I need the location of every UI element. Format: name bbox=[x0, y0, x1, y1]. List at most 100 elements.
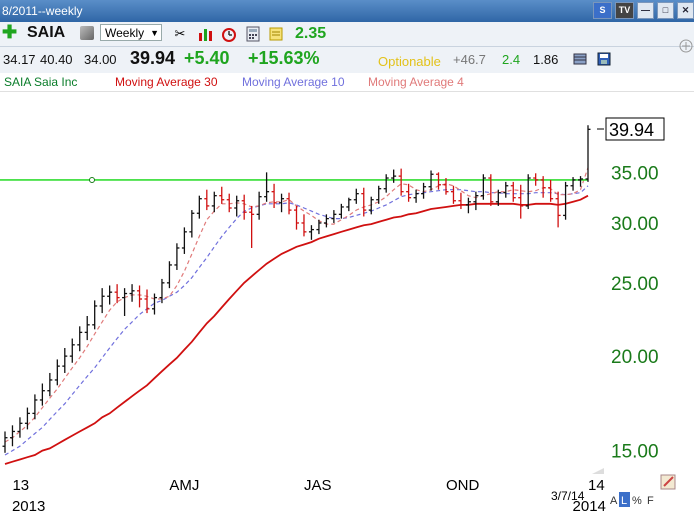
ohlc-bar bbox=[114, 284, 120, 304]
ohlc-bar bbox=[316, 219, 322, 235]
ohlc-bar bbox=[421, 182, 427, 199]
ohlc-bar bbox=[294, 205, 299, 230]
line-ma30 bbox=[4, 194, 589, 465]
quote-high: 40.40 bbox=[40, 52, 73, 67]
ohlc-bar bbox=[2, 431, 8, 453]
database-icon[interactable] bbox=[573, 52, 587, 66]
toolbar-value: 2.35 bbox=[295, 25, 327, 42]
x-tick-label: JAS bbox=[304, 477, 332, 494]
trend-line-handle[interactable] bbox=[89, 176, 95, 183]
legend-symbol: SAIA Saia Inc bbox=[4, 75, 78, 89]
close-button[interactable]: ✕ bbox=[677, 2, 694, 19]
corner-label-bg bbox=[619, 492, 630, 507]
quote-open: 34.17 bbox=[3, 52, 36, 67]
x-tick-label: 14 bbox=[588, 477, 605, 494]
quote-v3: 1.86 bbox=[533, 52, 559, 67]
s-button[interactable]: S bbox=[593, 2, 612, 19]
calculator-icon[interactable] bbox=[245, 26, 261, 42]
ohlc-bar bbox=[376, 185, 382, 204]
ohlc-bar bbox=[443, 178, 449, 195]
last-price-label: 39.94 bbox=[609, 120, 654, 140]
ohlc-bar bbox=[9, 425, 15, 447]
pencil-icon[interactable] bbox=[660, 474, 676, 490]
y-tick-label: 20.00 bbox=[611, 347, 659, 368]
ohlc-bar bbox=[271, 183, 277, 208]
ohlc-bar bbox=[219, 186, 225, 204]
last-price-box bbox=[605, 117, 665, 141]
ohlc-bar bbox=[570, 177, 576, 191]
window-title-bar: 8/2011--weekly S TV — □ ✕ bbox=[0, 0, 694, 22]
ohlc-bar bbox=[563, 181, 569, 220]
corner-label[interactable]: F bbox=[647, 495, 654, 507]
minimize-button[interactable]: — bbox=[637, 2, 654, 19]
ohlc-bar bbox=[308, 225, 314, 240]
ohlc-bar bbox=[226, 193, 232, 213]
ohlc-bar bbox=[62, 348, 68, 373]
ohlc-bar bbox=[488, 174, 494, 206]
price-chart[interactable]: 15.00 20.00 25.00 30.00 35.00 39.94 13 AMJ JAS O… bbox=[0, 92, 694, 519]
ohlc-bar bbox=[510, 181, 516, 202]
ohlc-bar bbox=[331, 210, 337, 223]
ohlc-bar bbox=[17, 417, 23, 438]
corner-label[interactable]: A bbox=[610, 495, 618, 507]
ohlc-bar bbox=[189, 210, 195, 238]
ohlc-bar bbox=[196, 195, 202, 219]
corner-label[interactable]: % bbox=[632, 495, 642, 507]
ohlc-bar bbox=[391, 169, 397, 183]
x-year-label: 2014 bbox=[573, 498, 606, 515]
ohlc-bar bbox=[398, 168, 404, 196]
save-icon[interactable] bbox=[597, 52, 611, 66]
tools-icon[interactable]: ✂ bbox=[174, 26, 186, 41]
ohlc-bar bbox=[555, 191, 561, 228]
legend-ma10: Moving Average 10 bbox=[242, 75, 345, 89]
toolbar: ✚ SAIA Weekly ▼ ✂ 2.35 bbox=[0, 22, 694, 47]
ohlc-bar bbox=[533, 173, 539, 186]
ohlc-bar bbox=[458, 192, 464, 210]
ohlc-bar bbox=[92, 300, 98, 330]
ohlc-bar bbox=[353, 188, 359, 204]
ohlc-bar bbox=[585, 125, 591, 182]
ohlc-bar bbox=[69, 338, 75, 363]
y-tick-label: 35.00 bbox=[611, 163, 659, 184]
ohlc-bar bbox=[525, 174, 531, 210]
date-label: 3/7/14 bbox=[551, 489, 585, 503]
optionable-label: Optionable bbox=[378, 54, 441, 69]
tv-button[interactable]: TV bbox=[615, 2, 634, 19]
corner-label[interactable]: L bbox=[621, 495, 627, 507]
ohlc-bar bbox=[39, 383, 45, 406]
add-symbol-icon[interactable]: ✚ bbox=[2, 22, 18, 42]
ohlc-bar bbox=[159, 278, 165, 304]
ohlc-bar bbox=[181, 227, 187, 254]
collapse-icon[interactable] bbox=[678, 38, 694, 54]
scroll-marker-icon[interactable] bbox=[592, 468, 604, 474]
x-tick-label: OND bbox=[446, 477, 480, 494]
ohlc-bar bbox=[234, 195, 240, 217]
quote-change-pct: +15.63% bbox=[248, 48, 320, 68]
alarm-clock-icon[interactable] bbox=[221, 26, 237, 42]
ohlc-bar bbox=[122, 288, 128, 316]
ohlc-bar bbox=[47, 372, 53, 397]
ohlc-bar bbox=[428, 170, 434, 191]
ohlc-bar bbox=[480, 174, 486, 200]
y-tick-label: 30.00 bbox=[611, 214, 659, 235]
ohlc-bar bbox=[174, 243, 180, 270]
ohlc-bar bbox=[54, 359, 60, 386]
legend-ma4: Moving Average 4 bbox=[368, 75, 464, 89]
x-tick-label: AMJ bbox=[169, 477, 199, 494]
quote-v2: 2.4 bbox=[502, 52, 521, 67]
ohlc-bar bbox=[137, 285, 143, 308]
chevron-down-icon: ▼ bbox=[150, 28, 159, 38]
ohlc-bar bbox=[548, 179, 554, 202]
period-select[interactable]: Weekly ▼ bbox=[100, 24, 162, 41]
bar-chart-icon[interactable] bbox=[198, 26, 214, 42]
note-icon[interactable] bbox=[268, 26, 284, 42]
ohlc-bar bbox=[301, 214, 307, 237]
ohlc-bar bbox=[241, 194, 247, 220]
cube-icon[interactable] bbox=[80, 26, 94, 40]
x-tick-label: 13 bbox=[12, 477, 29, 494]
ohlc-bar bbox=[211, 191, 217, 213]
maximize-button[interactable]: □ bbox=[657, 2, 674, 19]
ohlc-bar bbox=[540, 176, 546, 198]
ohlc-bar bbox=[495, 189, 501, 206]
symbol-field[interactable]: SAIA bbox=[27, 24, 66, 41]
